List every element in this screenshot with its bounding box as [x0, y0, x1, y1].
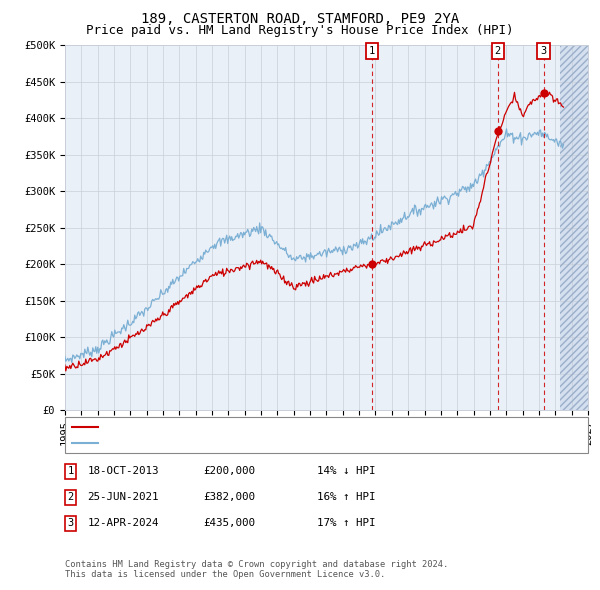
Text: 1: 1 [68, 467, 74, 476]
Text: 14% ↓ HPI: 14% ↓ HPI [317, 467, 376, 476]
Text: Contains HM Land Registry data © Crown copyright and database right 2024.
This d: Contains HM Land Registry data © Crown c… [65, 560, 448, 579]
Text: £200,000: £200,000 [203, 467, 255, 476]
Text: 2: 2 [494, 46, 501, 56]
Text: HPI: Average price, detached house, South Kesteven: HPI: Average price, detached house, Sout… [102, 438, 402, 448]
Text: £382,000: £382,000 [203, 493, 255, 502]
Text: 189, CASTERTON ROAD, STAMFORD, PE9 2YA: 189, CASTERTON ROAD, STAMFORD, PE9 2YA [141, 12, 459, 26]
Text: 18-OCT-2013: 18-OCT-2013 [88, 467, 159, 476]
Bar [560, 45, 588, 410]
Text: £435,000: £435,000 [203, 519, 255, 528]
Text: 3: 3 [68, 519, 74, 528]
Bar [560, 45, 588, 410]
Text: 189, CASTERTON ROAD, STAMFORD, PE9 2YA (detached house): 189, CASTERTON ROAD, STAMFORD, PE9 2YA (… [102, 422, 432, 432]
Text: 16% ↑ HPI: 16% ↑ HPI [317, 493, 376, 502]
Text: 25-JUN-2021: 25-JUN-2021 [88, 493, 159, 502]
Text: 3: 3 [541, 46, 547, 56]
Text: 2: 2 [68, 493, 74, 502]
Text: 17% ↑ HPI: 17% ↑ HPI [317, 519, 376, 528]
Text: 1: 1 [369, 46, 375, 56]
Text: 12-APR-2024: 12-APR-2024 [88, 519, 159, 528]
Text: Price paid vs. HM Land Registry's House Price Index (HPI): Price paid vs. HM Land Registry's House … [86, 24, 514, 37]
